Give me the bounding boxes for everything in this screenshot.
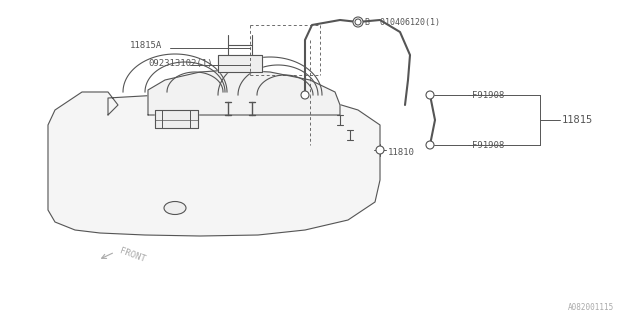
Text: 092313102(1): 092313102(1) [148,59,212,68]
Polygon shape [155,110,198,128]
Text: 11810: 11810 [388,148,415,156]
Text: 11815A: 11815A [130,41,163,50]
Text: F91908: F91908 [472,91,504,100]
Text: 11815: 11815 [562,115,593,125]
Text: F91908: F91908 [472,140,504,149]
Polygon shape [148,70,340,115]
Text: FRONT: FRONT [118,246,147,264]
Circle shape [376,146,384,154]
Circle shape [355,19,361,25]
Circle shape [426,141,434,149]
Circle shape [426,91,434,99]
Circle shape [353,17,363,27]
Text: B  010406120(1): B 010406120(1) [365,18,440,27]
Polygon shape [218,55,262,72]
Ellipse shape [164,202,186,214]
Text: A082001115: A082001115 [568,303,614,312]
Circle shape [301,91,309,99]
Polygon shape [48,92,380,236]
